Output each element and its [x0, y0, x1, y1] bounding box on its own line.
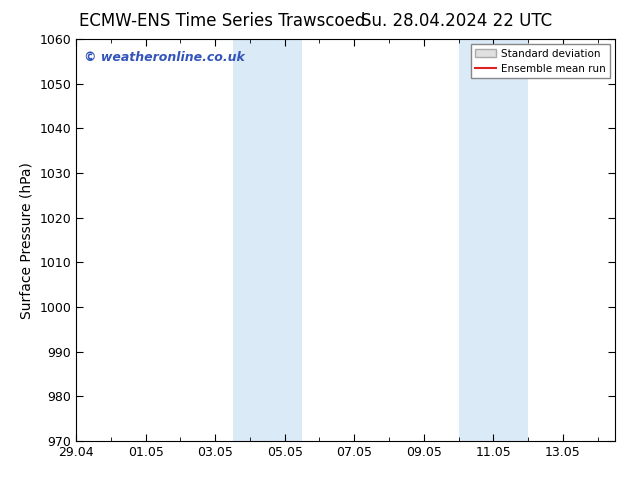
Bar [233, 39, 268, 441]
Text: ECMW-ENS Time Series Trawscoed: ECMW-ENS Time Series Trawscoed [79, 12, 365, 30]
Bar [268, 39, 302, 441]
Y-axis label: Surface Pressure (hPa): Surface Pressure (hPa) [20, 162, 34, 318]
Text: Su. 28.04.2024 22 UTC: Su. 28.04.2024 22 UTC [361, 12, 552, 30]
Bar [458, 39, 493, 441]
Bar [493, 39, 528, 441]
Legend: Standard deviation, Ensemble mean run: Standard deviation, Ensemble mean run [470, 45, 610, 78]
Text: © weatheronline.co.uk: © weatheronline.co.uk [84, 51, 245, 64]
